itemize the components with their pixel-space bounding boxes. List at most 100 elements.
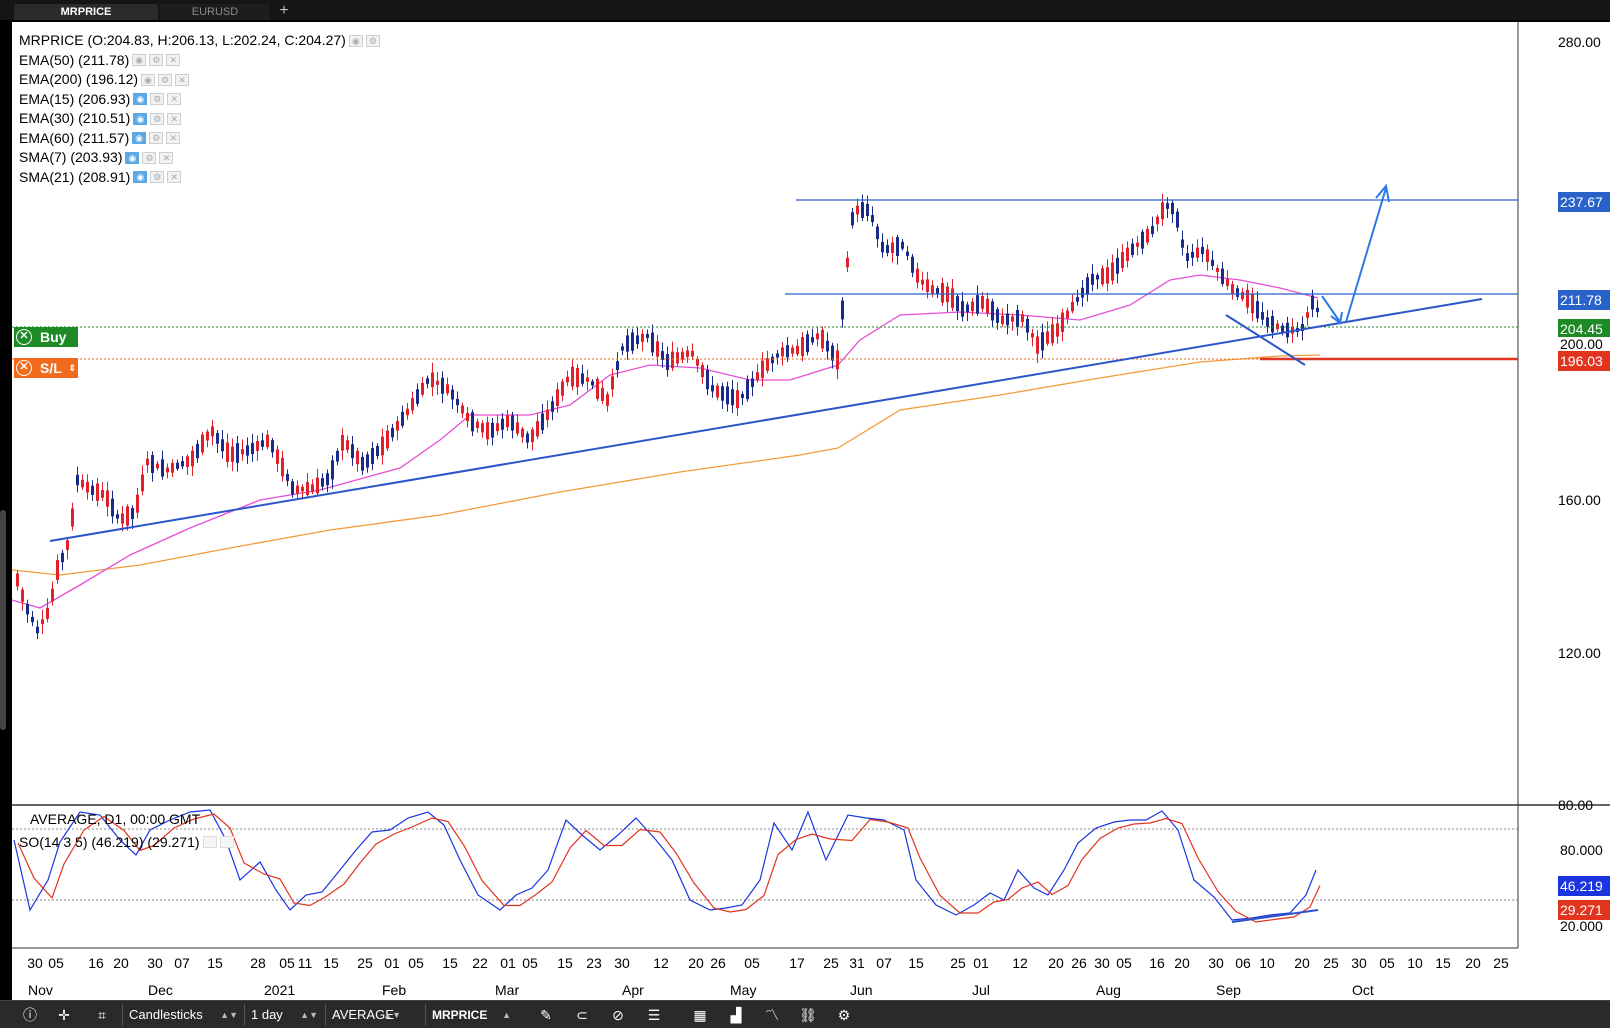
crop-icon[interactable]: ⌗ xyxy=(98,1007,106,1023)
candle xyxy=(321,478,324,487)
close-icon[interactable]: ✕ xyxy=(167,112,182,125)
candle xyxy=(21,589,24,602)
gear-icon[interactable]: ⚙ xyxy=(837,1007,851,1023)
info-icon[interactable]: ⓘ xyxy=(23,1007,37,1023)
eye-icon[interactable]: ◉ xyxy=(133,93,148,106)
gear-icon[interactable]: ⚙ xyxy=(149,132,164,145)
tab-mrprice[interactable]: MRPRICE xyxy=(14,4,158,20)
candle xyxy=(831,345,834,361)
price-tick: 200.00 xyxy=(1558,337,1610,351)
candle xyxy=(671,351,674,369)
candle xyxy=(651,332,654,353)
gear-icon[interactable] xyxy=(202,836,217,848)
gear-icon[interactable]: ⚙ xyxy=(365,34,380,47)
eye-icon[interactable]: ◉ xyxy=(348,34,363,47)
levels-icon[interactable]: ☰ xyxy=(647,1007,661,1023)
candle xyxy=(391,427,394,438)
stop-loss-tag[interactable]: ✕ S/L ⇕ xyxy=(14,358,78,378)
date-tick: 05 xyxy=(279,955,295,971)
date-tick: 10 xyxy=(1407,955,1423,971)
candle xyxy=(1196,247,1199,258)
candle xyxy=(551,401,554,412)
candle xyxy=(401,411,404,426)
candle xyxy=(106,490,109,507)
candle xyxy=(466,412,469,422)
candle xyxy=(171,463,174,473)
eye-icon[interactable]: ◉ xyxy=(132,132,147,145)
candle xyxy=(571,366,574,387)
close-icon[interactable]: ✕ xyxy=(159,151,174,164)
indicator-legend-row: SMA(21) (208.91) ◉ ⚙ ✕ xyxy=(19,168,380,188)
eye-icon[interactable]: ◉ xyxy=(125,151,140,164)
buy-order-tag[interactable]: ✕ Buy xyxy=(14,327,78,347)
candle xyxy=(996,309,999,323)
close-icon[interactable]: ✕ xyxy=(16,360,32,376)
gear-icon[interactable]: ⚙ xyxy=(149,54,164,67)
date-tick: 05 xyxy=(1116,955,1132,971)
candle xyxy=(741,393,744,399)
candle xyxy=(271,440,274,453)
month-label: Jun xyxy=(850,982,873,998)
eye-icon[interactable]: ◉ xyxy=(133,112,148,125)
date-tick: 06 xyxy=(1235,955,1251,971)
chart-area[interactable] xyxy=(12,22,1610,1000)
gear-icon[interactable]: ⚙ xyxy=(142,151,157,164)
close-icon[interactable]: ✕ xyxy=(166,132,181,145)
close-icon[interactable]: ✕ xyxy=(166,54,181,67)
candle xyxy=(1041,332,1044,351)
so-d-tag: 29.271 xyxy=(1558,900,1610,920)
timeframe-select[interactable]: 1 day ▲▼ xyxy=(244,1004,322,1026)
chart-type-select[interactable]: Candlesticks ▲▼ xyxy=(122,1004,242,1026)
candle xyxy=(696,359,699,366)
stochastic-legend: SO(14 3 5) (46.219) (29.271) xyxy=(19,834,234,850)
candle xyxy=(811,337,814,343)
candle xyxy=(1246,289,1249,308)
magnet-icon[interactable]: ⊂ xyxy=(576,1007,588,1023)
template-icon[interactable]: ▟ xyxy=(730,1007,742,1023)
gear-icon[interactable]: ⚙ xyxy=(150,171,165,184)
add-tab-icon[interactable]: + xyxy=(279,2,289,19)
candle xyxy=(881,241,884,253)
close-icon[interactable]: ✕ xyxy=(167,93,182,106)
candle xyxy=(361,456,364,471)
candle xyxy=(426,378,429,384)
close-icon[interactable]: ✕ xyxy=(175,73,190,86)
date-tick: 23 xyxy=(586,955,602,971)
candle xyxy=(916,268,919,283)
eye-off-icon[interactable]: ⊘ xyxy=(612,1007,624,1023)
candle xyxy=(921,279,924,285)
left-scrollbar[interactable] xyxy=(0,510,6,730)
crosshair-icon[interactable]: ✛ xyxy=(58,1007,70,1023)
eye-icon[interactable]: ◉ xyxy=(133,171,148,184)
eye-icon[interactable]: ◉ xyxy=(132,54,147,67)
grid-icon[interactable]: ▦ xyxy=(693,1007,707,1023)
symbol-select[interactable]: MRPRICE ▲ xyxy=(425,1004,515,1026)
candle xyxy=(266,434,269,448)
candle xyxy=(796,345,799,355)
indicator-icon[interactable]: 〽 xyxy=(765,1007,779,1023)
candle xyxy=(1076,296,1079,302)
candle xyxy=(111,498,114,517)
source-select[interactable]: AVERAGE ▲▼ xyxy=(325,1004,405,1026)
ema200-line xyxy=(11,354,1321,576)
candle xyxy=(56,560,59,580)
link-icon[interactable]: ⛓ xyxy=(799,1007,817,1023)
eye-icon[interactable]: ◉ xyxy=(141,73,156,86)
tab-eurusd[interactable]: EURUSD xyxy=(160,4,270,20)
candle xyxy=(691,350,694,357)
price-chart[interactable] xyxy=(0,0,1610,1000)
close-icon[interactable]: ✕ xyxy=(16,329,32,345)
gear-icon[interactable]: ⚙ xyxy=(150,93,165,106)
close-icon[interactable]: ✕ xyxy=(167,171,182,184)
pencil-icon[interactable]: ✎ xyxy=(540,1007,552,1023)
close-icon[interactable] xyxy=(219,836,234,848)
date-tick: 05 xyxy=(408,955,424,971)
wedge-line xyxy=(1225,314,1306,366)
date-tick: 20 xyxy=(113,955,129,971)
candle xyxy=(911,256,914,273)
candle xyxy=(786,345,789,358)
gear-icon[interactable]: ⚙ xyxy=(158,73,173,86)
gear-icon[interactable]: ⚙ xyxy=(150,112,165,125)
indicator-legend-row: EMA(60) (211.57) ◉ ⚙ ✕ xyxy=(19,129,380,149)
candle xyxy=(1071,301,1074,312)
